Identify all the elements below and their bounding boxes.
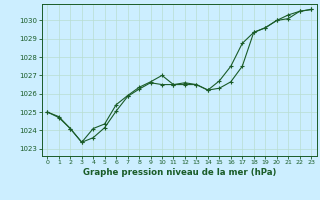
X-axis label: Graphe pression niveau de la mer (hPa): Graphe pression niveau de la mer (hPa): [83, 168, 276, 177]
